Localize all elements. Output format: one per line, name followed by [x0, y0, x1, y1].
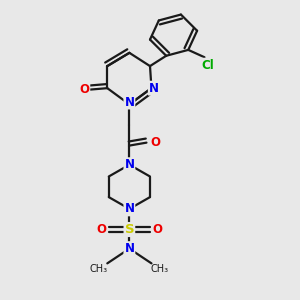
Text: CH₃: CH₃: [151, 264, 169, 274]
Text: O: O: [79, 82, 89, 95]
Text: N: N: [149, 82, 159, 95]
Text: CH₃: CH₃: [90, 264, 108, 274]
Text: O: O: [96, 223, 106, 236]
Text: N: N: [124, 202, 134, 215]
Text: O: O: [150, 136, 160, 149]
Text: N: N: [124, 242, 134, 255]
Text: N: N: [124, 95, 134, 109]
Text: Cl: Cl: [201, 59, 214, 72]
Text: S: S: [124, 223, 134, 236]
Text: O: O: [152, 223, 162, 236]
Text: N: N: [124, 158, 134, 171]
